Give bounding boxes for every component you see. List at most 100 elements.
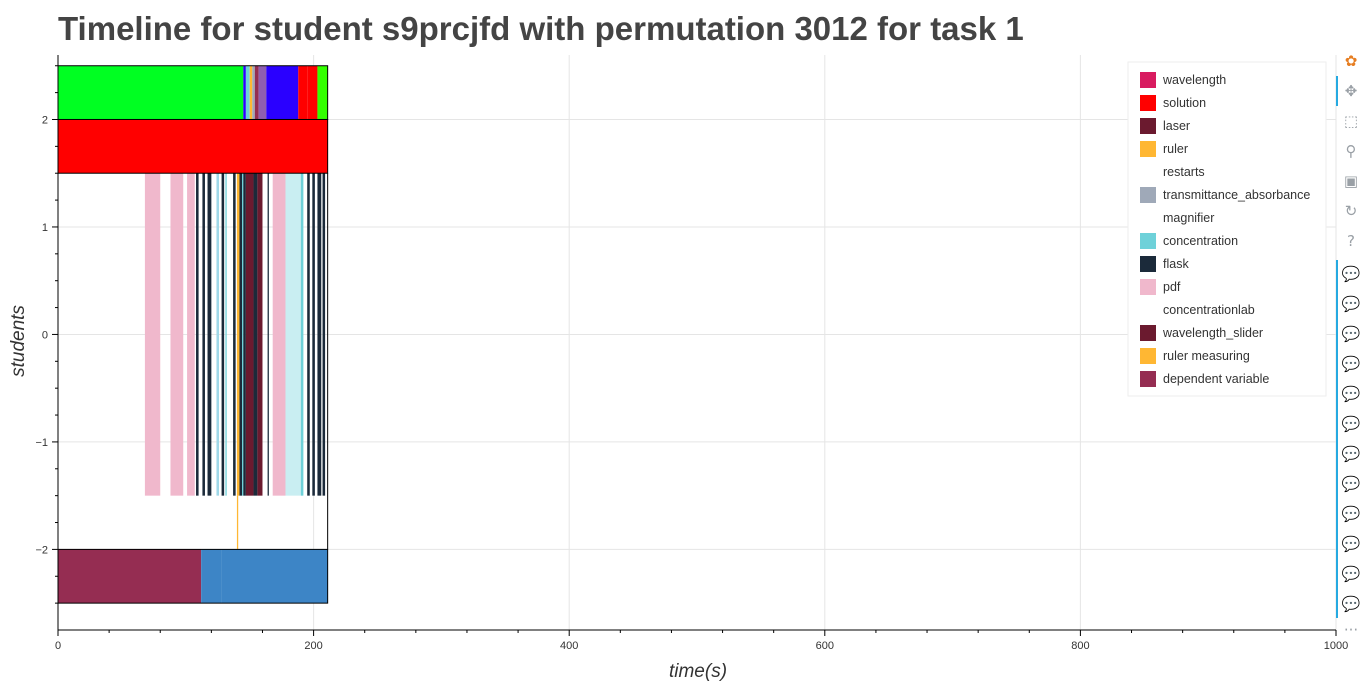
hover-icon[interactable]: 💬 bbox=[1341, 415, 1361, 433]
legend-item[interactable]: pdf bbox=[1140, 279, 1181, 295]
hover-icon[interactable]: 💬 bbox=[1341, 265, 1361, 283]
timeline-bar bbox=[257, 173, 263, 496]
legend-item[interactable]: laser bbox=[1140, 118, 1190, 134]
legend-item[interactable]: ruler bbox=[1140, 141, 1188, 157]
timeline-bar bbox=[196, 173, 199, 496]
hover-icon[interactable]: 💬 bbox=[1341, 295, 1361, 313]
save-icon[interactable]: ▣ bbox=[1343, 172, 1359, 190]
timeline-bar bbox=[266, 65, 299, 120]
timeline-bar bbox=[307, 65, 318, 120]
y-tick-label: 1 bbox=[42, 222, 48, 234]
legend[interactable]: wavelength solution laser ruler restarts tran… bbox=[1127, 61, 1327, 397]
timeline-bar bbox=[243, 65, 246, 120]
legend-item[interactable]: restarts bbox=[1140, 164, 1205, 180]
timeline-bars bbox=[58, 65, 328, 604]
timeline-bar bbox=[243, 173, 246, 496]
timeline-bar bbox=[253, 173, 258, 496]
legend-item[interactable]: dependent variable bbox=[1140, 371, 1269, 387]
timeline-bar bbox=[322, 173, 326, 496]
legend-swatch bbox=[1140, 302, 1156, 318]
legend-swatch bbox=[1140, 348, 1156, 364]
legend-label: wavelength bbox=[1162, 73, 1226, 87]
timeline-bar bbox=[236, 495, 239, 550]
legend-swatch bbox=[1140, 95, 1156, 111]
legend-item[interactable]: magnifier bbox=[1140, 210, 1214, 226]
hover-icon[interactable]: 💬 bbox=[1341, 445, 1361, 463]
pan-icon[interactable]: ✥ bbox=[1344, 82, 1358, 100]
hover-icon[interactable]: 💬 bbox=[1341, 475, 1361, 493]
legend-item[interactable]: transmittance_absorbance bbox=[1140, 187, 1310, 203]
legend-swatch bbox=[1140, 233, 1156, 249]
timeline-bar bbox=[233, 173, 236, 496]
legend-swatch bbox=[1140, 118, 1156, 134]
chart-toolbar: ✿ ✥ ⬚ ⚲ ▣ ↻? 💬 💬 💬 💬 💬 💬 💬 💬 💬 💬 💬 💬 ··· bbox=[1336, 48, 1366, 639]
x-tick-label: 400 bbox=[560, 640, 578, 652]
legend-item[interactable]: ruler measuring bbox=[1140, 348, 1250, 364]
help-icon[interactable]: ? bbox=[1347, 232, 1355, 250]
legend-swatch bbox=[1140, 187, 1156, 203]
legend-label: concentrationlab bbox=[1163, 303, 1255, 317]
legend-label: wavelength_slider bbox=[1162, 326, 1263, 340]
timeline-bar bbox=[207, 173, 212, 496]
legend-item[interactable]: concentrationlab bbox=[1140, 302, 1255, 318]
bokeh-logo-icon[interactable]: ✿ bbox=[1344, 52, 1358, 70]
timeline-bar bbox=[312, 173, 315, 496]
wheel-zoom-icon[interactable]: ⚲ bbox=[1345, 142, 1357, 160]
timeline-bar bbox=[216, 173, 220, 496]
legend-swatch bbox=[1140, 210, 1156, 226]
legend-swatch bbox=[1140, 72, 1156, 88]
legend-swatch bbox=[1140, 325, 1156, 341]
legend-item[interactable]: wavelength bbox=[1140, 72, 1226, 88]
timeline-bar bbox=[258, 65, 267, 120]
timeline-bar bbox=[187, 173, 195, 496]
active-tool-indicator bbox=[1336, 76, 1338, 106]
y-tick-label: 0 bbox=[42, 329, 48, 341]
timeline-bar bbox=[236, 173, 240, 496]
timeline-bar bbox=[317, 173, 322, 496]
legend-swatch bbox=[1140, 256, 1156, 272]
timeline-bar bbox=[285, 173, 301, 496]
box-zoom-icon[interactable]: ⬚ bbox=[1343, 112, 1359, 130]
hover-icon[interactable]: 💬 bbox=[1341, 355, 1361, 373]
x-tick-label: 0 bbox=[55, 640, 61, 652]
legend-swatch bbox=[1140, 141, 1156, 157]
legend-item[interactable]: wavelength_slider bbox=[1140, 325, 1263, 341]
legend-label: flask bbox=[1163, 257, 1189, 271]
legend-box bbox=[1127, 61, 1327, 397]
y-tick-label: −1 bbox=[35, 437, 48, 449]
timeline-bar bbox=[298, 65, 308, 120]
timeline-bar bbox=[239, 173, 243, 496]
x-tick-label: 800 bbox=[1071, 640, 1089, 652]
legend-item[interactable]: flask bbox=[1140, 256, 1189, 272]
legend-label: concentration bbox=[1163, 234, 1238, 248]
timeline-bar bbox=[272, 173, 286, 496]
hover-icon[interactable]: 💬 bbox=[1341, 385, 1361, 403]
timeline-bar bbox=[267, 173, 269, 496]
timeline-bar bbox=[202, 173, 205, 496]
legend-label: ruler bbox=[1163, 142, 1188, 156]
x-tick-label: 1000 bbox=[1324, 640, 1348, 652]
active-hover-indicator bbox=[1336, 260, 1338, 618]
timeline-bar bbox=[144, 173, 161, 496]
y-tick-label: 2 bbox=[42, 114, 48, 126]
hover-icon[interactable]: 💬 bbox=[1341, 565, 1361, 583]
legend-swatch bbox=[1140, 279, 1156, 295]
hover-icon[interactable]: 💬 bbox=[1341, 595, 1361, 613]
timeline-bar bbox=[58, 119, 328, 174]
timeline-bar bbox=[254, 65, 259, 120]
legend-label: solution bbox=[1163, 96, 1206, 110]
hover-icon[interactable]: 💬 bbox=[1341, 505, 1361, 523]
legend-label: magnifier bbox=[1163, 211, 1214, 225]
timeline-bar bbox=[252, 65, 255, 120]
hover-icon[interactable]: 💬 bbox=[1341, 535, 1361, 553]
hover-icon[interactable]: 💬 bbox=[1341, 325, 1361, 343]
x-tick-label: 200 bbox=[304, 640, 322, 652]
legend-item[interactable]: concentration bbox=[1140, 233, 1238, 249]
timeline-bar bbox=[245, 65, 250, 120]
reset-icon[interactable]: ↻ bbox=[1344, 202, 1358, 220]
timeline-bar bbox=[225, 173, 227, 496]
more-tools-icon[interactable]: ··· bbox=[1343, 621, 1359, 639]
timeline-bar bbox=[307, 173, 310, 496]
legend-item[interactable]: solution bbox=[1140, 95, 1206, 111]
